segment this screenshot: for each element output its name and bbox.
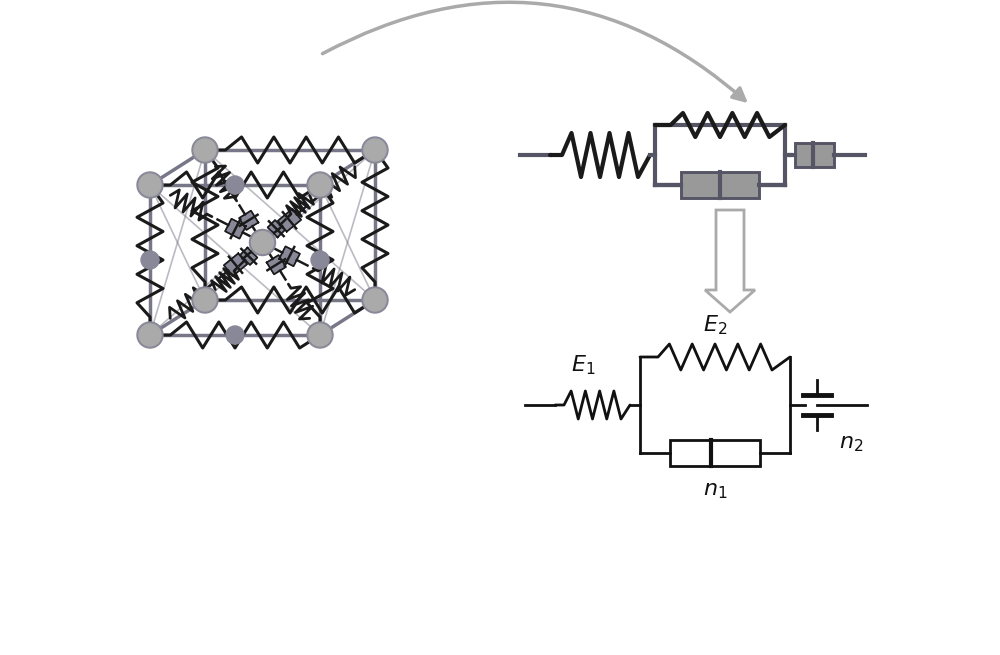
Polygon shape (239, 211, 258, 230)
Circle shape (139, 174, 161, 196)
Text: $E_2$: $E_2$ (703, 313, 727, 337)
Polygon shape (224, 253, 247, 276)
Circle shape (250, 229, 276, 255)
Text: $n_1$: $n_1$ (703, 481, 727, 501)
Circle shape (362, 287, 388, 313)
Polygon shape (267, 255, 286, 274)
Circle shape (192, 287, 218, 313)
Circle shape (309, 324, 331, 346)
Text: $n_2$: $n_2$ (839, 434, 863, 454)
Text: $E_1$: $E_1$ (571, 354, 596, 377)
Circle shape (139, 324, 161, 346)
Circle shape (307, 172, 333, 198)
Polygon shape (225, 219, 246, 238)
Polygon shape (278, 209, 301, 232)
Bar (681, 172, 759, 198)
Circle shape (192, 137, 218, 163)
Polygon shape (268, 220, 285, 237)
Circle shape (226, 176, 244, 194)
Bar (670, 440, 760, 466)
Circle shape (194, 139, 216, 161)
Circle shape (309, 174, 331, 196)
Polygon shape (240, 248, 257, 265)
Circle shape (141, 251, 159, 269)
Circle shape (137, 322, 163, 348)
Circle shape (364, 139, 386, 161)
Circle shape (364, 289, 386, 311)
FancyArrow shape (705, 210, 755, 312)
Circle shape (137, 172, 163, 198)
Circle shape (252, 231, 274, 253)
Polygon shape (279, 246, 300, 266)
Circle shape (311, 251, 329, 269)
Circle shape (194, 289, 216, 311)
Circle shape (226, 326, 244, 344)
Bar (795, 143, 834, 167)
Circle shape (362, 137, 388, 163)
Circle shape (307, 322, 333, 348)
